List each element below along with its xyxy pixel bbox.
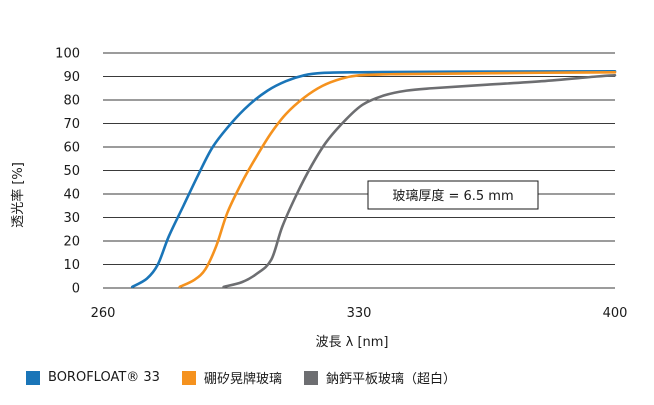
y-tick-label-0: 0 — [72, 282, 80, 297]
annotation-text: 玻璃厚度 = 6.5 mm — [392, 188, 513, 204]
chart-legend: BOROFLOAT® 33 硼矽晃牌玻璃 鈉鈣平板玻璃（超白） — [26, 368, 478, 387]
series-line-2 — [222, 74, 617, 289]
y-tick-label-100: 100 — [55, 47, 80, 62]
x-tick-label-400: 400 — [603, 306, 628, 321]
legend-item-borosilicate: 硼矽晃牌玻璃 — [181, 368, 282, 387]
y-tick-label-10: 10 — [63, 258, 80, 273]
series-line-0 — [130, 70, 617, 289]
legend-swatch-soda-lime — [303, 370, 318, 385]
series-line-1 — [178, 70, 617, 289]
y-tick-label-60: 60 — [63, 141, 80, 156]
x-axis-title: 波長 λ [nm] — [315, 335, 388, 350]
legend-item-soda-lime: 鈉鈣平板玻璃（超白） — [303, 368, 456, 387]
y-tick-label-40: 40 — [63, 188, 80, 203]
y-tick-label-80: 80 — [63, 94, 80, 109]
y-axis-title: 透光率 [%] — [10, 162, 26, 228]
y-tick-label-50: 50 — [63, 164, 80, 179]
legend-swatch-borosilicate — [181, 370, 196, 385]
x-axis-ticks: 260 330 400 — [91, 306, 628, 321]
y-tick-label-30: 30 — [63, 211, 80, 226]
legend-label-borosilicate: 硼矽晃牌玻璃 — [203, 372, 282, 387]
chart-grid — [103, 52, 615, 289]
legend-label-borofloat: BOROFLOAT® 33 — [48, 370, 160, 385]
legend-swatch-borofloat — [26, 370, 40, 385]
y-tick-label-90: 90 — [63, 70, 80, 85]
chart-series — [130, 70, 617, 289]
legend-item-borofloat: BOROFLOAT® 33 — [26, 370, 160, 385]
x-tick-label-330: 330 — [347, 306, 372, 321]
annotation-box: 玻璃厚度 = 6.5 mm — [367, 180, 539, 210]
y-tick-label-20: 20 — [63, 235, 80, 250]
transmission-chart: 0 10 20 30 40 50 60 70 80 90 100 260 330 400 玻璃厚度 = … — [10, 47, 628, 351]
y-axis-ticks: 0 10 20 30 40 50 60 70 80 90 100 — [55, 47, 80, 297]
legend-label-soda-lime: 鈉鈣平板玻璃（超白） — [325, 372, 456, 387]
x-tick-label-260: 260 — [91, 306, 116, 321]
y-tick-label-70: 70 — [63, 117, 80, 132]
